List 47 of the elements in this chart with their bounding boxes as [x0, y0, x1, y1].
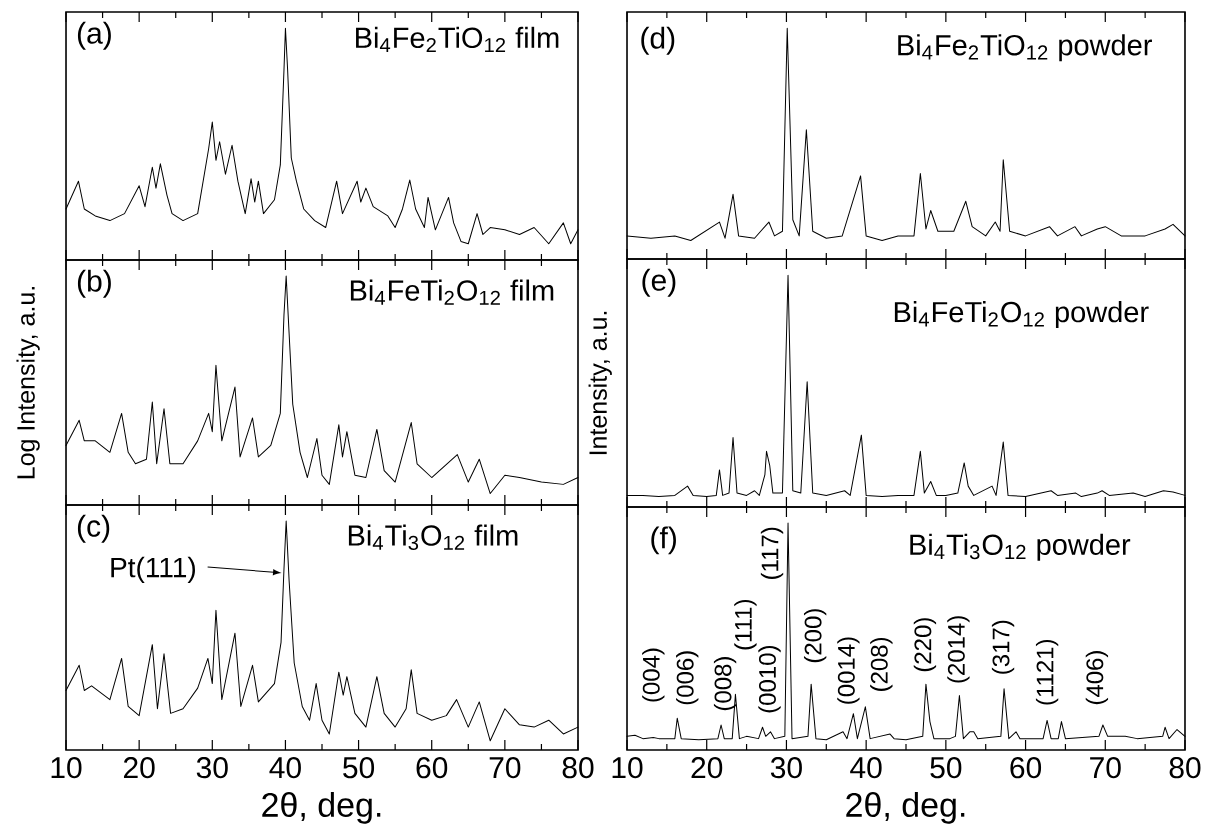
x-tick-label: 30 [770, 757, 802, 779]
x-tick-label: 70 [1090, 757, 1121, 779]
annotation: (0010) [758, 646, 781, 713]
chart-title: (a) [77, 21, 111, 50]
x-tick-label: 30 [196, 757, 228, 779]
chart-title: (f) [651, 526, 676, 555]
chart-title: (e) [642, 268, 676, 297]
y-axis-title: Log Intensity, a.u. [16, 287, 40, 479]
annotation: (1121) [1035, 639, 1059, 705]
x-tick-label: 10 [612, 757, 643, 779]
x-tick-label: 40 [850, 757, 882, 779]
x-axis-title: 2θ, deg. [846, 792, 965, 824]
x-axis-title: 2θ, deg. [262, 792, 381, 824]
annotation: (208) [870, 637, 893, 691]
annotation: (406) [1085, 651, 1109, 705]
text: Bi$_{4}$FeTi$_{2}$O$_{12}$ powder [894, 301, 1149, 329]
annotation: (008) [713, 657, 737, 711]
chart-subtitle: Bi$_{4}$Ti$_{3}$O$_{12}$ powder [910, 533, 1131, 561]
x-tick-label: 50 [343, 757, 375, 779]
x-tick-label: 50 [930, 757, 962, 779]
y-axis-title: Intensity, a.u. [588, 311, 612, 455]
annotation: Pt(111) [111, 556, 195, 583]
annotation: (111) [734, 599, 757, 650]
annotation: (0014) [837, 637, 860, 704]
annotation: (317) [991, 620, 1015, 674]
chart-title: (d) [641, 26, 675, 55]
chart-title: (c) [77, 514, 110, 543]
annotation: (200) [803, 609, 827, 663]
chart-subtitle: Bi$_{4}$FeTi$_{2}$O$_{12}$ film [350, 279, 554, 305]
annotation: (004) [642, 648, 665, 702]
chart-subtitle: Bi$_{4}$Ti$_{3}$O$_{12}$ film [348, 524, 518, 551]
annotation: (2014) [947, 616, 970, 683]
annotation: (006) [676, 651, 699, 705]
annotation: (117) [760, 527, 784, 580]
x-tick-label: 20 [691, 757, 723, 779]
x-tick-label: 80 [1169, 757, 1201, 779]
x-tick-label: 80 [562, 757, 594, 779]
annotation: (220) [913, 618, 937, 672]
x-tick-label: 40 [269, 757, 301, 779]
chart-subtitle: Bi$_{4}$Fe$_{2}$TiO$_{12}$ film [356, 26, 559, 53]
chart-subtitle: Bi$_{4}$Fe$_{2}$TiO$_{12}$ powder [898, 34, 1152, 62]
x-tick-label: 70 [489, 757, 521, 779]
x-tick-label: 10 [51, 757, 82, 779]
x-tick-label: 60 [1010, 757, 1042, 779]
chart-title: (b) [77, 269, 111, 298]
x-tick-label: 60 [416, 757, 448, 779]
x-tick-label: 20 [123, 757, 155, 779]
